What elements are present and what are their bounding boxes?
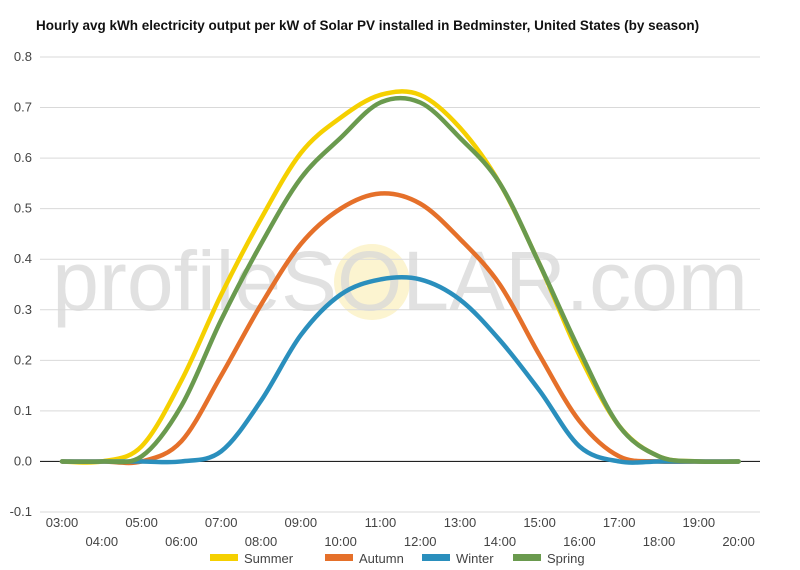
- x-tick-label: 20:00: [722, 534, 755, 549]
- x-tick-label: 18:00: [643, 534, 676, 549]
- y-tick-label: 0.8: [14, 49, 32, 64]
- x-tick-label: 06:00: [165, 534, 198, 549]
- legend-swatch-autumn: [325, 554, 353, 561]
- x-tick-label: 10:00: [324, 534, 357, 549]
- y-tick-label: 0.6: [14, 150, 32, 165]
- y-tick-label: 0.7: [14, 100, 32, 115]
- legend-swatch-spring: [513, 554, 541, 561]
- legend-label-spring: Spring: [547, 551, 585, 566]
- y-tick-label: 0.4: [14, 251, 32, 266]
- x-tick-label: 04:00: [86, 534, 119, 549]
- x-tick-label: 08:00: [245, 534, 278, 549]
- x-tick-label: 03:00: [46, 515, 79, 530]
- y-tick-label: 0.1: [14, 403, 32, 418]
- series-line-winter: [59, 274, 741, 465]
- x-tick-label: 14:00: [484, 534, 517, 549]
- x-tick-label: 13:00: [444, 515, 477, 530]
- x-tick-label: 15:00: [523, 515, 556, 530]
- series-line-spring: [59, 95, 741, 465]
- series-line-autumn: [59, 191, 741, 466]
- x-tick-label: 16:00: [563, 534, 596, 549]
- y-tick-label: -0.1: [10, 504, 32, 519]
- legend-swatch-summer: [210, 554, 238, 561]
- x-tick-label: 12:00: [404, 534, 437, 549]
- y-tick-label: 0.5: [14, 201, 32, 216]
- y-tick-label: 0.2: [14, 352, 32, 367]
- x-tick-label: 11:00: [365, 515, 397, 530]
- x-tick-label: 19:00: [683, 515, 716, 530]
- watermark-text: profileSOLAR.com: [52, 234, 748, 328]
- y-tick-label: 0.0: [14, 453, 32, 468]
- x-tick-label: 07:00: [205, 515, 238, 530]
- legend-swatch-winter: [422, 554, 450, 561]
- x-tick-label: 05:00: [125, 515, 158, 530]
- chart-title: Hourly avg kWh electricity output per kW…: [36, 18, 700, 33]
- y-tick-label: 0.3: [14, 302, 32, 317]
- x-tick-label: 09:00: [285, 515, 318, 530]
- legend-label-autumn: Autumn: [359, 551, 404, 566]
- legend-label-summer: Summer: [244, 551, 294, 566]
- legend-label-winter: Winter: [456, 551, 494, 566]
- x-tick-label: 17:00: [603, 515, 636, 530]
